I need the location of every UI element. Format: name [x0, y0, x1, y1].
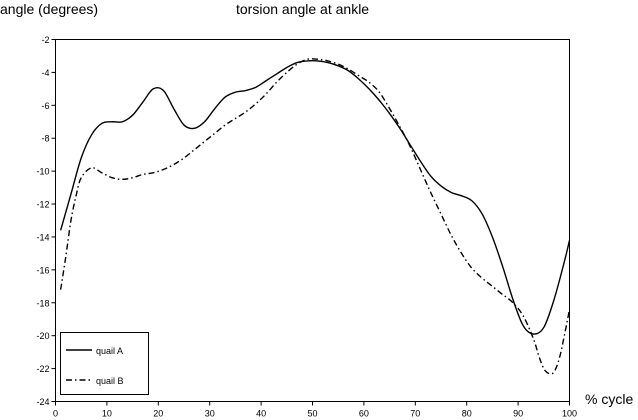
legend-box — [60, 332, 149, 395]
y-tick-label: -18 — [36, 298, 49, 308]
legend-label-quail-a: quail A — [96, 346, 123, 356]
series-layer — [59, 58, 571, 375]
x-tick-label: 50 — [307, 409, 317, 419]
x-tick-label: 10 — [102, 409, 112, 419]
y-tick-label: -10 — [36, 167, 49, 177]
chart-title: torsion angle at ankle — [236, 1, 369, 17]
x-tick-label: 40 — [256, 409, 266, 419]
x-axis: 0 10 20 30 40 50 60 70 80 90 100 — [53, 401, 577, 419]
x-axis-label: % cycle — [585, 391, 633, 407]
y-tick-label: -16 — [36, 265, 49, 275]
x-tick-label: 80 — [462, 409, 472, 419]
x-tick-label: 70 — [410, 409, 420, 419]
y-tick-label: -2 — [41, 35, 49, 45]
y-tick-label: -24 — [36, 397, 49, 407]
y-tick-label: -14 — [36, 232, 49, 242]
y-tick-label: -12 — [36, 200, 49, 210]
x-tick-label: 100 — [562, 409, 577, 419]
legend: quail A quail B — [60, 332, 149, 395]
legend-label-quail-b: quail B — [96, 376, 124, 386]
series-line-quail-a — [59, 59, 571, 335]
y-tick-label: -4 — [41, 68, 49, 78]
y-tick-label: -22 — [36, 364, 49, 374]
y-tick-label: -8 — [41, 134, 49, 144]
x-tick-label: 90 — [513, 409, 523, 419]
y-tick-label: -20 — [36, 331, 49, 341]
x-tick-label: 30 — [205, 409, 215, 419]
y-axis: -24 -22 -20 -18 -16 -14 -12 -10 -8 -6 -4 -2 — [36, 35, 56, 407]
x-tick-label: 20 — [153, 409, 163, 419]
x-tick-label: 60 — [359, 409, 369, 419]
y-tick-label: -6 — [41, 101, 49, 111]
x-tick-label: 0 — [53, 409, 58, 419]
y-axis-label: angle (degrees) — [0, 1, 98, 17]
series-line-quail-b — [59, 58, 571, 375]
